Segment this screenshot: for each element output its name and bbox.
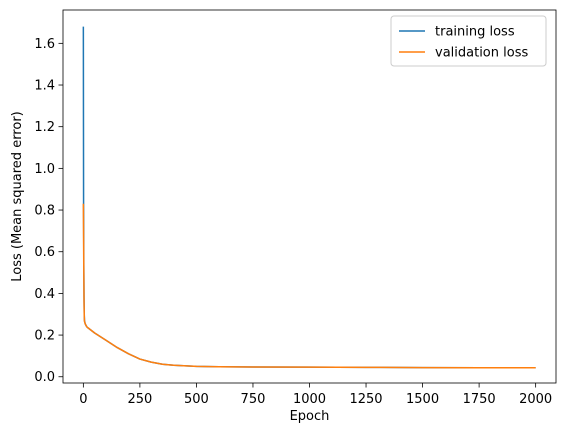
- y-tick-label: 0.8: [34, 204, 55, 219]
- x-tick-label: 1750: [463, 392, 496, 407]
- x-axis-title: Epoch: [290, 409, 330, 424]
- y-tick-label: 1.6: [34, 37, 55, 52]
- y-tick-label: 1.4: [34, 79, 55, 94]
- y-tick-label: 1.0: [34, 162, 55, 177]
- y-tick-label: 0.4: [34, 287, 55, 302]
- x-tick-label: 1500: [406, 392, 439, 407]
- legend-label-2: validation loss: [435, 46, 528, 61]
- series-line-1: [82, 26, 536, 369]
- x-tick-label: 250: [127, 392, 152, 407]
- x-tick-label: 2000: [519, 392, 552, 407]
- x-tick-label: 500: [184, 392, 209, 407]
- plot-area: [82, 26, 536, 369]
- series-line-2: [82, 203, 536, 369]
- x-tick-label: 1000: [293, 392, 326, 407]
- x-tick-label: 750: [241, 392, 266, 407]
- y-tick-label: 0.0: [34, 370, 55, 385]
- y-tick-label: 0.6: [34, 245, 55, 260]
- y-tick-label: 1.2: [34, 120, 55, 135]
- legend: training loss validation loss: [390, 15, 547, 67]
- y-axis-title: Loss (Mean squared error): [10, 111, 25, 282]
- y-tick-label: 0.2: [34, 329, 55, 344]
- axes: 0 250 500 750 1000 1250 1500 1750 2000 0.0 0.2 0.4 0…: [34, 9, 557, 407]
- x-tick-label: 0: [79, 392, 87, 407]
- legend-label-1: training loss: [435, 25, 515, 40]
- x-tick-label: 1250: [349, 392, 382, 407]
- legend-box: [390, 15, 547, 67]
